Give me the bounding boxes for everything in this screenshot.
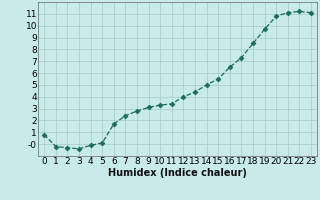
X-axis label: Humidex (Indice chaleur): Humidex (Indice chaleur)	[108, 168, 247, 178]
